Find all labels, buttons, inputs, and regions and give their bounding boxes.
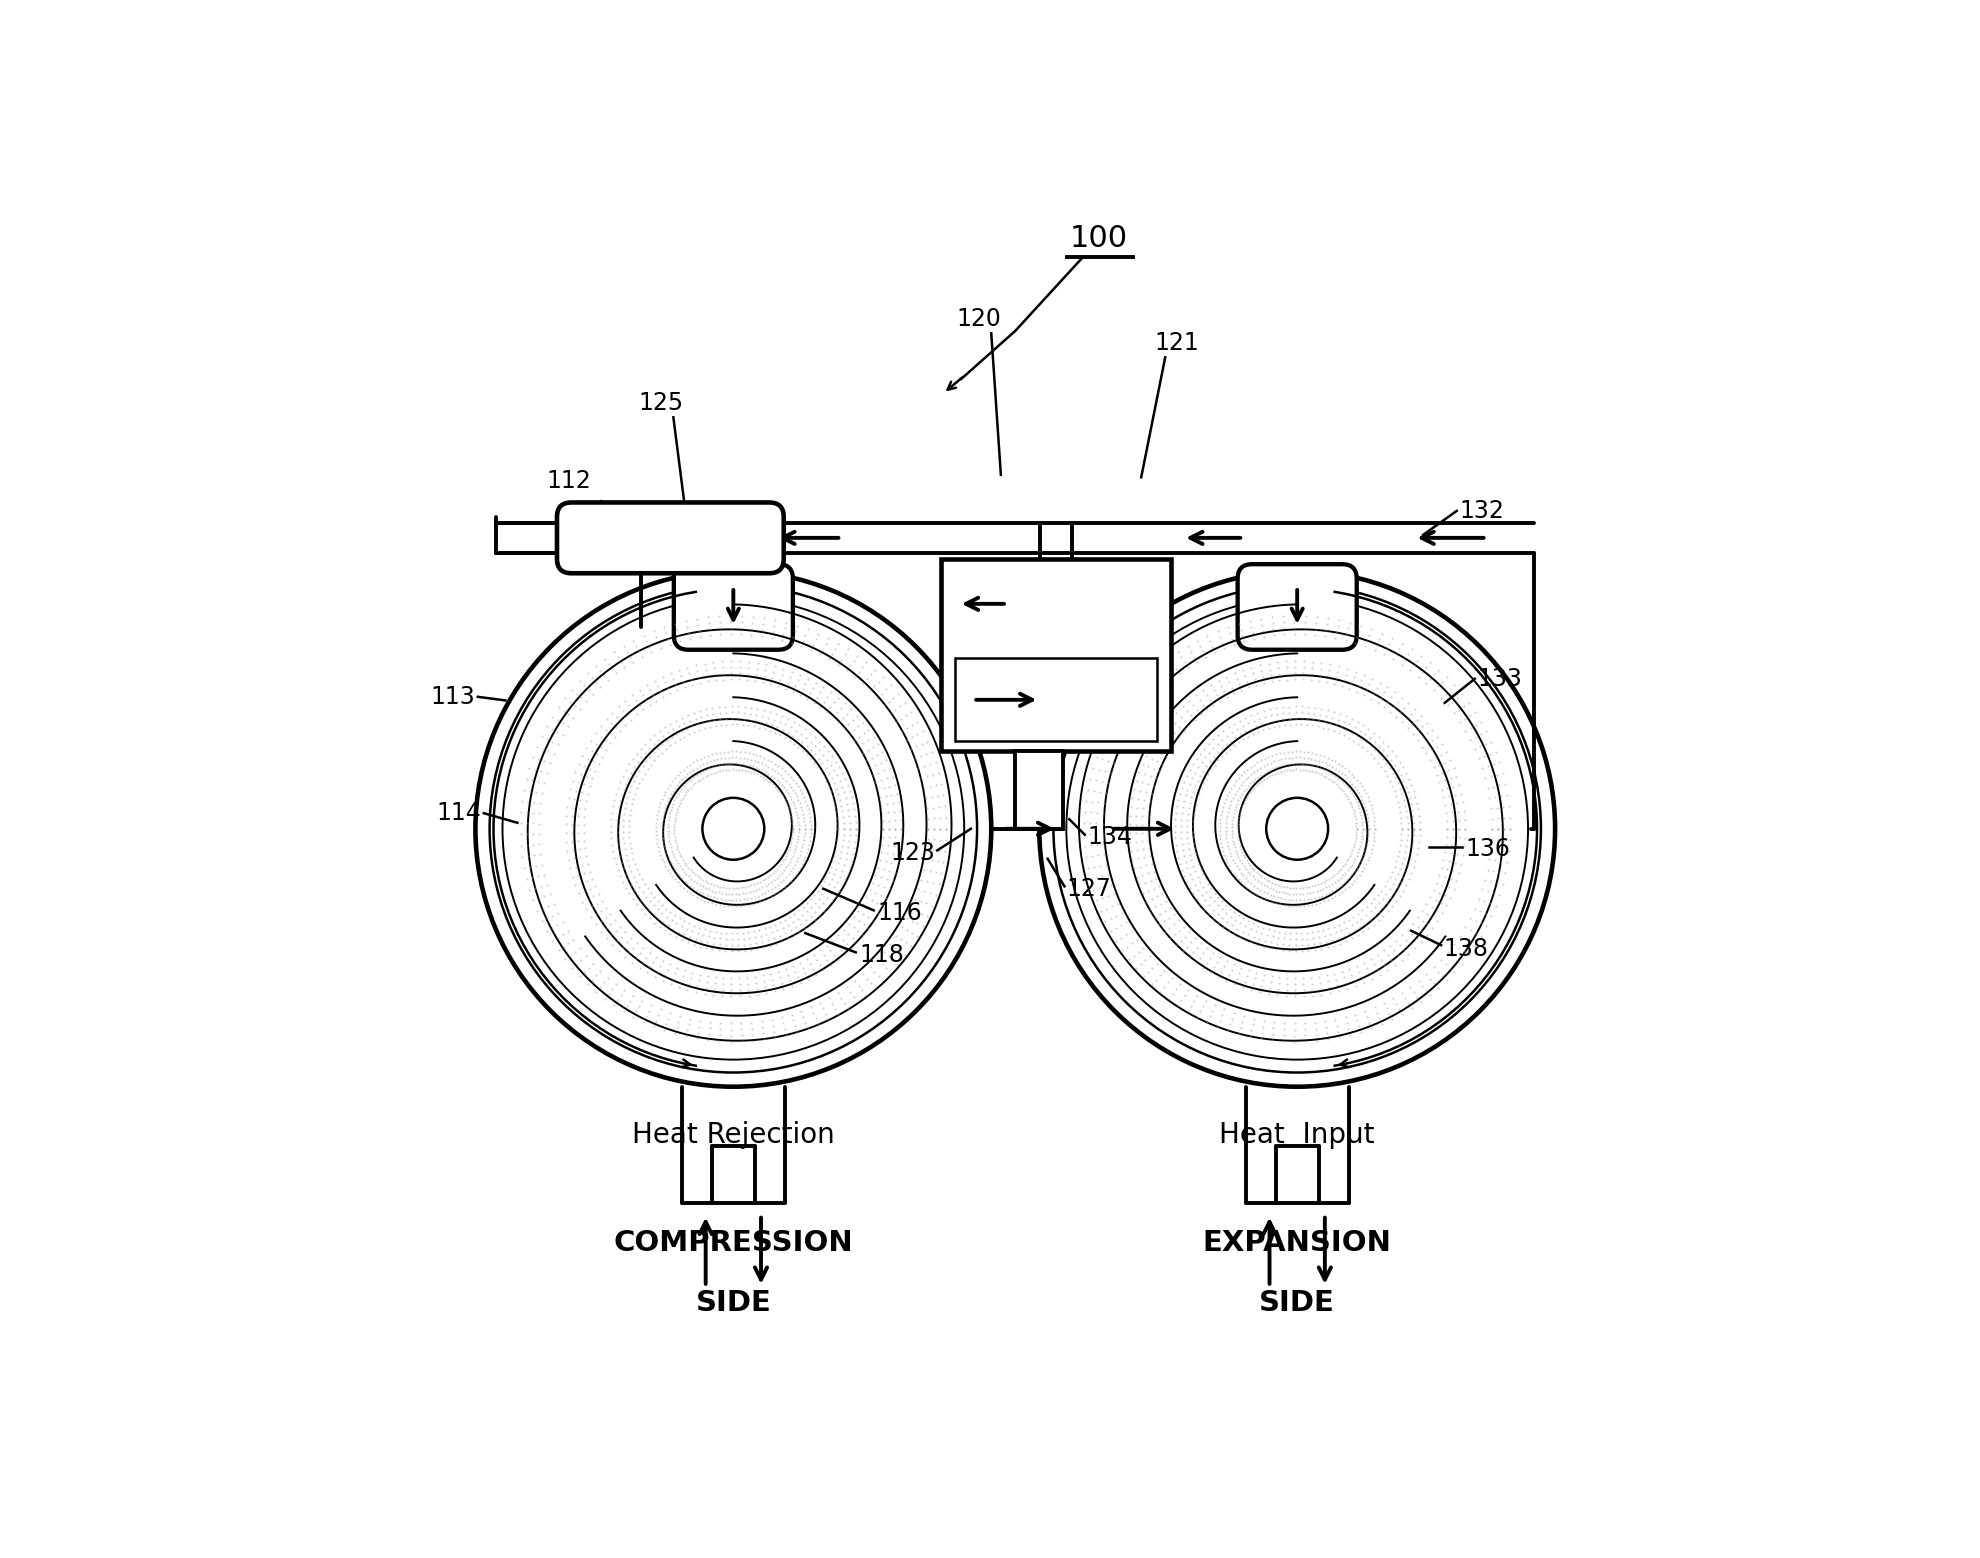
Text: COMPRESSION: COMPRESSION — [614, 1229, 853, 1257]
Text: 120: 120 — [956, 307, 1002, 330]
Text: 118: 118 — [859, 943, 903, 968]
Text: 138: 138 — [1443, 936, 1487, 961]
Text: 123: 123 — [889, 841, 935, 865]
Text: SIDE: SIDE — [1259, 1288, 1335, 1317]
Text: EXPANSION: EXPANSION — [1202, 1229, 1390, 1257]
Text: 133: 133 — [1477, 667, 1521, 690]
Text: 134: 134 — [1087, 826, 1131, 849]
Text: 112: 112 — [546, 469, 592, 492]
Text: 125: 125 — [638, 391, 683, 414]
Text: 116: 116 — [877, 901, 921, 925]
Text: Heat  Input: Heat Input — [1220, 1120, 1374, 1148]
Text: Heat Rejection: Heat Rejection — [632, 1120, 834, 1148]
Bar — [940, 559, 1170, 751]
Text: 121: 121 — [1154, 330, 1200, 355]
Bar — [1016, 751, 1063, 829]
Text: 114: 114 — [436, 801, 481, 826]
Text: SIDE: SIDE — [695, 1288, 770, 1317]
Text: 132: 132 — [1459, 499, 1503, 523]
Text: 127: 127 — [1067, 877, 1111, 901]
Text: 136: 136 — [1465, 837, 1509, 862]
FancyBboxPatch shape — [673, 564, 792, 650]
FancyBboxPatch shape — [556, 503, 784, 573]
Text: 100: 100 — [1069, 224, 1129, 252]
FancyBboxPatch shape — [1238, 564, 1356, 650]
Bar — [954, 659, 1156, 742]
Text: 113: 113 — [430, 686, 475, 709]
